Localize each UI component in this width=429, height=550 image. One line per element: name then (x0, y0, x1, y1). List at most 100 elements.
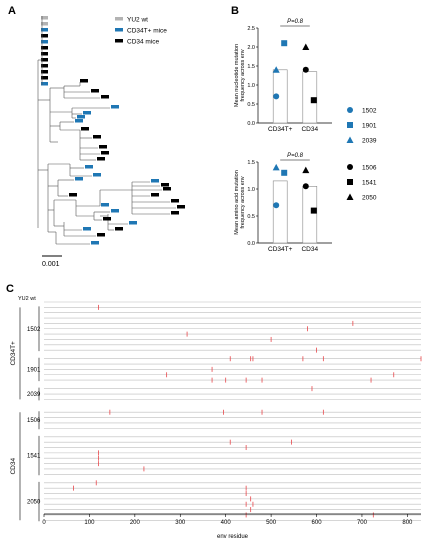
leaf-marker (85, 165, 93, 169)
leaf-marker (91, 89, 99, 93)
leaf-marker (41, 34, 48, 38)
y-tick-label: 1.0 (247, 83, 255, 89)
data-point (281, 40, 288, 47)
y-tick-label: 0.0 (247, 241, 255, 247)
data-point (281, 169, 288, 176)
tree-scale-label: 0.001 (42, 261, 60, 268)
legend-label: CD34 mice (127, 39, 160, 46)
y-tick-label: 0.5 (247, 214, 255, 220)
legend-label: 2050 (362, 195, 377, 202)
amino-acid-frequency-chart: 0.0 0.5 1.0 1.5 CD34T+ CD34 P=0.8 Mean amino ac… (234, 153, 332, 253)
leaf-marker (101, 151, 109, 155)
mouse-label: 2039 (27, 392, 41, 398)
x-tick-label: CD34T+ (268, 126, 293, 133)
group-label: CD34 (10, 458, 17, 475)
legend-label: YU2 wt (127, 17, 148, 24)
leaf-marker (129, 221, 137, 225)
leaf-marker (41, 76, 48, 80)
y-tick-label: 1.5 (247, 64, 255, 70)
panel-label-a: A (8, 5, 16, 17)
legend-marker (346, 136, 354, 143)
bar (302, 186, 318, 244)
y-tick-label: 2.5 (247, 26, 255, 32)
data-point (272, 163, 280, 171)
x-tick-label: 500 (266, 520, 277, 526)
x-tick-label: 800 (402, 520, 413, 526)
y-tick-label: 0.5 (247, 102, 255, 108)
x-axis-label: env residue (217, 534, 249, 540)
mouse-label: 1541 (27, 454, 41, 460)
x-tick-label: 400 (221, 520, 232, 526)
data-point (310, 97, 317, 104)
y-axis-label: frequency across env (240, 176, 246, 229)
y-axis-label: Mean nucleotide mutation (234, 44, 240, 107)
pvalue-label: P=0.8 (287, 19, 304, 25)
mouse-label: 2050 (27, 500, 41, 506)
data-point (273, 202, 280, 209)
panel-label-b: B (231, 5, 239, 17)
data-point (302, 66, 309, 73)
leaf-marker (93, 135, 101, 139)
leaf-marker (41, 22, 48, 26)
leaf-marker (171, 211, 179, 215)
leaf-marker (161, 183, 169, 187)
leaf-marker (41, 52, 48, 56)
x-tick-label: 600 (312, 520, 323, 526)
leaf-marker (75, 177, 83, 181)
leaf-marker (83, 111, 91, 115)
tree-legend: YU2 wt CD34T+ mice CD34 mice (115, 17, 167, 46)
leaf-marker (97, 157, 105, 161)
y-tick-label: 1.0 (247, 187, 255, 193)
group-label: CD34T+ (10, 341, 17, 366)
leaf-marker (41, 82, 48, 86)
leaf-marker (97, 233, 105, 237)
leaf-marker (69, 193, 77, 197)
y-tick-label: 0.0 (247, 121, 255, 127)
mouse-label: 1506 (27, 418, 41, 424)
env-mutation-plot: YU2 wt 1502 1901 2039 CD34T+ 1506 1541 2050 CD34… (10, 296, 422, 540)
leaf-marker (83, 227, 91, 231)
leaf-marker (81, 127, 89, 131)
leaf-marker (41, 16, 48, 20)
leaf-marker (80, 79, 88, 83)
data-point (310, 207, 317, 214)
legend-marker (347, 122, 353, 128)
leaf-marker (103, 217, 111, 221)
data-point (302, 166, 310, 174)
x-tick-label: 200 (130, 520, 141, 526)
y-tick-label: 1.5 (247, 160, 255, 166)
leaf-marker (171, 199, 179, 203)
leaf-marker (151, 193, 159, 197)
x-tick-label: 100 (84, 520, 95, 526)
mouse-label: 1901 (27, 367, 41, 373)
legend-label: 1502 (362, 108, 377, 115)
x-tick-label: 700 (357, 520, 368, 526)
leaf-marker (93, 173, 101, 177)
nucleotide-frequency-chart: 0.0 0.5 1.0 1.5 2.0 2.5 CD34T+ CD34 P=0.8 Mean nu… (234, 19, 332, 133)
legend-marker (347, 107, 353, 113)
legend-swatch (115, 17, 123, 21)
phylogenetic-tree (37, 16, 185, 245)
leaf-marker (115, 227, 123, 231)
y-tick-label: 2.0 (247, 45, 255, 51)
leaf-marker (151, 179, 159, 183)
leaf-marker (163, 187, 171, 191)
legend-label: 1541 (362, 180, 377, 187)
data-point (273, 93, 280, 100)
leaf-marker (41, 64, 48, 68)
legend-marker (346, 193, 354, 200)
legend-swatch (115, 39, 123, 43)
legend-swatch (115, 28, 123, 32)
legend-label: CD34T+ mice (127, 28, 167, 35)
leaf-marker (41, 40, 48, 44)
legend-label: 2039 (362, 138, 377, 145)
legend-label: 1506 (362, 165, 377, 172)
legend-marker (347, 179, 353, 185)
leaf-marker (77, 115, 85, 119)
legend-marker (347, 164, 353, 170)
x-tick-label: CD34 (301, 246, 318, 253)
leaf-marker (111, 105, 119, 109)
data-point (302, 183, 309, 190)
leaf-marker (101, 95, 109, 99)
